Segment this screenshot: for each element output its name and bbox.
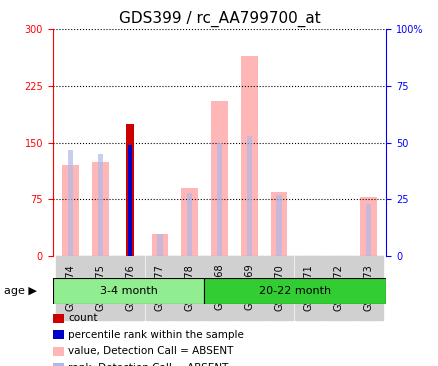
Bar xyxy=(264,256,293,320)
Bar xyxy=(56,256,85,320)
Bar xyxy=(98,154,103,256)
Bar xyxy=(157,234,162,256)
Bar xyxy=(128,145,132,256)
Bar xyxy=(86,256,114,320)
Bar xyxy=(126,124,134,256)
Bar xyxy=(68,150,73,256)
Text: 20-22 month: 20-22 month xyxy=(259,286,331,296)
Bar xyxy=(151,234,168,256)
FancyBboxPatch shape xyxy=(204,278,385,304)
Bar xyxy=(353,256,382,320)
Bar xyxy=(240,56,257,256)
Bar xyxy=(246,136,251,256)
Bar xyxy=(234,256,263,320)
Bar xyxy=(205,256,233,320)
Text: value, Detection Call = ABSENT: value, Detection Call = ABSENT xyxy=(68,346,233,356)
Bar xyxy=(270,192,287,256)
Bar xyxy=(116,256,144,320)
Bar xyxy=(62,165,79,256)
Bar xyxy=(187,193,192,256)
Bar xyxy=(324,256,352,320)
Bar xyxy=(181,188,198,256)
Bar xyxy=(294,256,322,320)
Text: count: count xyxy=(68,313,97,324)
Bar xyxy=(276,195,281,256)
Bar xyxy=(211,101,227,256)
Bar xyxy=(92,162,109,256)
FancyBboxPatch shape xyxy=(53,278,204,304)
Bar xyxy=(216,143,222,256)
Text: 3-4 month: 3-4 month xyxy=(99,286,157,296)
Bar xyxy=(145,256,174,320)
Bar xyxy=(359,197,376,256)
Text: rank, Detection Call = ABSENT: rank, Detection Call = ABSENT xyxy=(68,363,228,366)
Bar xyxy=(175,256,204,320)
Text: age ▶: age ▶ xyxy=(4,286,37,296)
Bar xyxy=(365,204,370,256)
Text: percentile rank within the sample: percentile rank within the sample xyxy=(68,330,244,340)
Text: GDS399 / rc_AA799700_at: GDS399 / rc_AA799700_at xyxy=(118,11,320,27)
